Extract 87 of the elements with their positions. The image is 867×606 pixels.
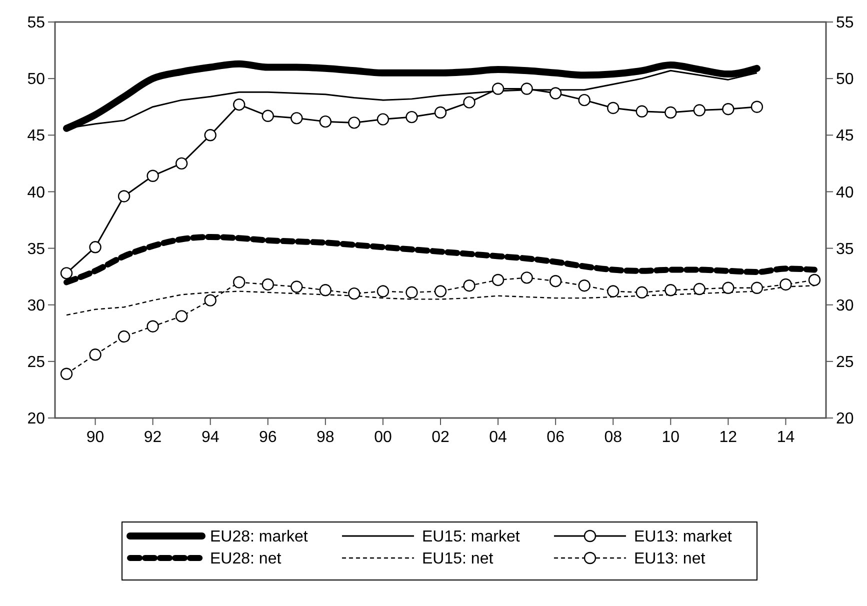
y2-tick-label: 30 bbox=[836, 297, 854, 314]
point bbox=[175, 310, 188, 322]
legend-label: EU15: market bbox=[422, 528, 520, 546]
point bbox=[406, 286, 418, 299]
y-tick-label: 30 bbox=[27, 297, 46, 314]
y-tick-label: 50 bbox=[27, 71, 46, 88]
y-tick-label: 55 bbox=[27, 14, 46, 32]
point bbox=[636, 286, 648, 299]
point bbox=[664, 106, 677, 119]
y2-tick-label: 35 bbox=[836, 240, 854, 258]
point bbox=[750, 100, 764, 113]
x-tick-label: 04 bbox=[489, 429, 508, 446]
x-tick-label: 90 bbox=[86, 429, 104, 446]
x-tick-label: 00 bbox=[374, 429, 392, 446]
point bbox=[549, 274, 562, 288]
point bbox=[492, 274, 504, 286]
y2-tick-label: 25 bbox=[836, 354, 854, 372]
point bbox=[780, 278, 792, 291]
point bbox=[664, 284, 677, 296]
point bbox=[204, 294, 216, 306]
y-tick-label: 25 bbox=[27, 354, 46, 372]
point bbox=[549, 87, 562, 100]
point bbox=[60, 267, 73, 280]
point bbox=[233, 276, 246, 288]
x-tick-label: 08 bbox=[604, 429, 622, 446]
point bbox=[60, 368, 73, 380]
point bbox=[492, 82, 504, 95]
point bbox=[434, 285, 447, 298]
x-tick-label: 10 bbox=[662, 429, 680, 446]
point bbox=[607, 102, 620, 114]
point bbox=[376, 285, 390, 298]
y-tick-label: 40 bbox=[27, 184, 46, 202]
y2-tick-label: 40 bbox=[836, 184, 854, 202]
point bbox=[578, 94, 590, 106]
point bbox=[578, 280, 590, 292]
x-tick-label: 92 bbox=[144, 429, 162, 446]
point bbox=[233, 98, 246, 111]
point bbox=[262, 110, 274, 122]
x-tick-label: 98 bbox=[316, 429, 334, 446]
x-tick-label: 94 bbox=[201, 429, 220, 446]
point bbox=[406, 110, 418, 124]
x-tick-label: 96 bbox=[258, 429, 277, 446]
point bbox=[175, 157, 188, 170]
point bbox=[750, 282, 764, 294]
point bbox=[204, 129, 216, 142]
point bbox=[808, 274, 821, 286]
point bbox=[722, 282, 734, 294]
legend-label: EU13: net bbox=[634, 550, 706, 568]
point bbox=[118, 190, 130, 202]
point bbox=[636, 105, 648, 118]
y-tick-label: 35 bbox=[27, 240, 46, 258]
point bbox=[434, 106, 447, 119]
legend-label: EU15: net bbox=[422, 550, 494, 568]
y-tick-label: 45 bbox=[27, 128, 46, 145]
point bbox=[118, 330, 130, 343]
y-tick-label: 20 bbox=[27, 410, 46, 428]
point bbox=[89, 348, 102, 361]
point bbox=[520, 272, 533, 284]
point bbox=[607, 285, 620, 298]
legend-label: EU28: net bbox=[210, 550, 282, 568]
point bbox=[290, 112, 303, 124]
point bbox=[262, 278, 274, 291]
point bbox=[146, 320, 159, 332]
legend-label: EU28: market bbox=[210, 528, 308, 546]
point bbox=[319, 284, 332, 296]
point bbox=[319, 115, 332, 128]
point bbox=[693, 282, 706, 296]
x-tick-label: 02 bbox=[432, 429, 450, 446]
point bbox=[89, 241, 102, 254]
y2-tick-label: 55 bbox=[836, 14, 854, 32]
point bbox=[290, 280, 303, 293]
legend-label: EU13: market bbox=[634, 528, 732, 546]
point bbox=[463, 280, 476, 292]
point bbox=[146, 170, 159, 182]
point bbox=[376, 113, 390, 126]
x-tick-label: 14 bbox=[776, 429, 795, 446]
y2-tick-label: 50 bbox=[836, 71, 854, 88]
y2-tick-label: 45 bbox=[836, 128, 854, 145]
point bbox=[348, 287, 360, 300]
point bbox=[520, 82, 533, 95]
y2-tick-label: 20 bbox=[836, 410, 854, 428]
point bbox=[722, 103, 734, 116]
point bbox=[463, 96, 476, 108]
x-tick-label: 12 bbox=[719, 429, 738, 446]
point bbox=[693, 104, 706, 116]
point bbox=[348, 116, 360, 129]
x-tick-label: 06 bbox=[546, 429, 565, 446]
